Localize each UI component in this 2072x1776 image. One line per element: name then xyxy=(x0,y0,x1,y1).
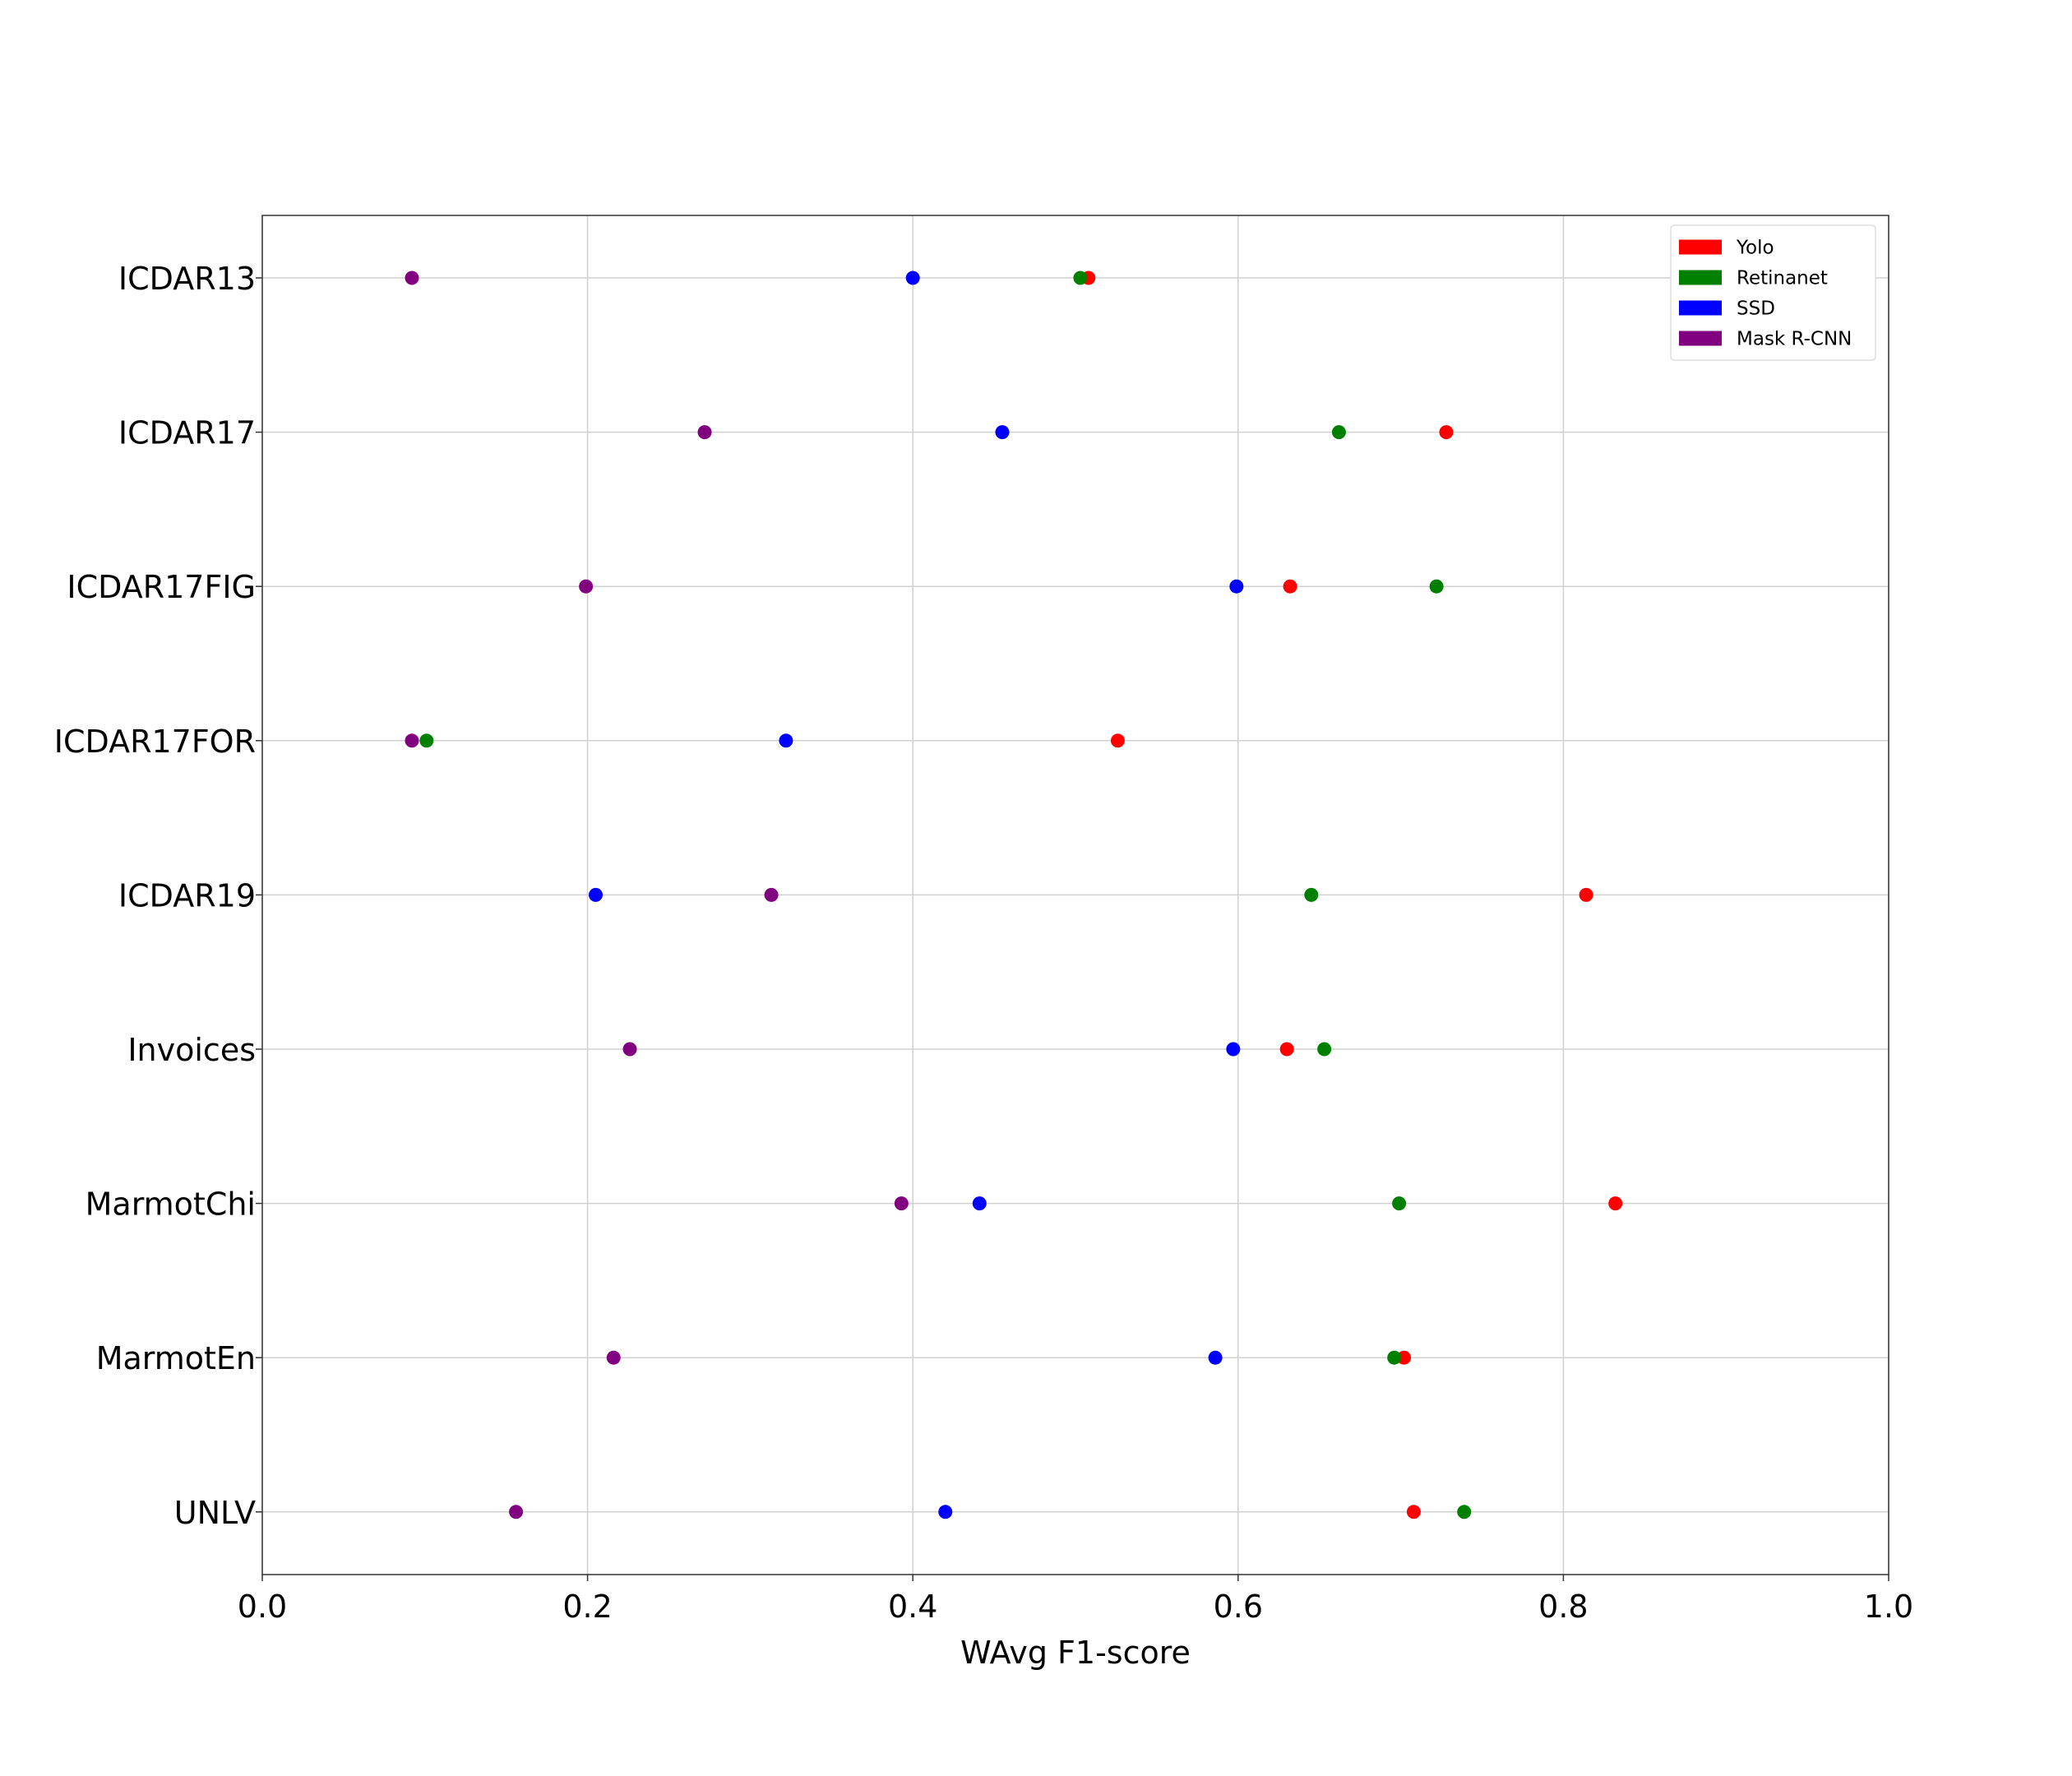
y-axis-ticks: ICDAR13 ICDAR17 ICDAR17FIG ICDAR17FOR ICDAR1… xyxy=(54,261,262,1531)
legend-swatch xyxy=(1679,270,1722,285)
data-points xyxy=(405,271,1623,1519)
data-point-mask-r-cnn xyxy=(606,1350,621,1365)
x-tick-label: 0.8 xyxy=(1538,1589,1588,1625)
legend-label: Retinanet xyxy=(1737,268,1828,289)
legend-swatch xyxy=(1679,300,1722,316)
data-point-mask-r-cnn xyxy=(579,579,594,594)
legend-label: Mask R-CNN xyxy=(1737,329,1852,350)
legend-label: Yolo xyxy=(1736,238,1774,259)
data-point-ssd xyxy=(995,425,1010,440)
data-point-ssd xyxy=(1229,579,1244,594)
x-tick-label: 0.6 xyxy=(1214,1589,1263,1625)
y-tick-label: Invoices xyxy=(127,1032,256,1068)
data-point-retinanet xyxy=(1331,425,1346,440)
data-point-mask-r-cnn xyxy=(405,271,419,285)
data-point-retinanet xyxy=(1304,887,1319,902)
data-point-mask-r-cnn xyxy=(405,733,419,748)
y-tick-label: ICDAR13 xyxy=(118,261,256,297)
x-tick-label: 0.2 xyxy=(562,1589,612,1625)
legend-swatch xyxy=(1679,239,1722,255)
x-tick-label: 1.0 xyxy=(1864,1589,1913,1625)
y-tick-label: ICDAR17FIG xyxy=(67,569,256,605)
data-point-mask-r-cnn xyxy=(764,887,779,902)
data-point-yolo xyxy=(1439,425,1454,440)
data-point-yolo xyxy=(1110,733,1125,748)
data-point-yolo xyxy=(1406,1505,1421,1519)
data-point-yolo xyxy=(1283,579,1297,594)
x-axis-ticks: 0.0 0.2 0.4 0.6 0.8 1.0 xyxy=(238,1575,1913,1625)
data-point-retinanet xyxy=(1073,271,1088,285)
y-tick-label: ICDAR19 xyxy=(118,877,256,913)
data-point-yolo xyxy=(1279,1042,1294,1057)
y-tick-label: UNLV xyxy=(174,1495,256,1531)
y-tick-label: ICDAR17FOR xyxy=(54,724,256,760)
data-point-ssd xyxy=(1208,1350,1223,1365)
data-point-retinanet xyxy=(1392,1196,1407,1211)
data-point-ssd xyxy=(1226,1042,1241,1057)
y-tick-label: MarmotChi xyxy=(86,1186,256,1223)
data-point-ssd xyxy=(972,1196,987,1211)
legend: Yolo Retinanet SSD Mask R-CNN xyxy=(1670,224,1876,361)
y-tick-label: MarmotEn xyxy=(96,1340,256,1376)
data-point-mask-r-cnn xyxy=(509,1505,524,1519)
y-tick-label: ICDAR17 xyxy=(118,415,256,451)
data-point-mask-r-cnn xyxy=(894,1196,909,1211)
grid xyxy=(261,215,1889,1575)
legend-label: SSD xyxy=(1737,298,1775,320)
data-point-ssd xyxy=(938,1505,953,1519)
data-point-retinanet xyxy=(1317,1042,1332,1057)
data-point-yolo xyxy=(1608,1196,1623,1211)
data-point-mask-r-cnn xyxy=(622,1042,637,1057)
data-point-ssd xyxy=(779,733,793,748)
data-point-ssd xyxy=(588,887,603,902)
data-point-mask-r-cnn xyxy=(697,425,712,440)
data-point-retinanet xyxy=(1429,579,1444,594)
x-axis-label: WAvg F1-score xyxy=(960,1635,1191,1671)
data-point-retinanet xyxy=(1457,1505,1472,1519)
data-point-yolo xyxy=(1579,887,1593,902)
legend-swatch xyxy=(1679,331,1722,346)
data-point-ssd xyxy=(905,271,920,285)
x-tick-label: 0.0 xyxy=(238,1589,287,1625)
data-point-yolo xyxy=(1397,1350,1412,1365)
legend-box xyxy=(1670,224,1876,361)
x-tick-label: 0.4 xyxy=(888,1589,937,1625)
data-point-retinanet xyxy=(419,733,434,748)
data-point-retinanet xyxy=(1387,1350,1402,1365)
